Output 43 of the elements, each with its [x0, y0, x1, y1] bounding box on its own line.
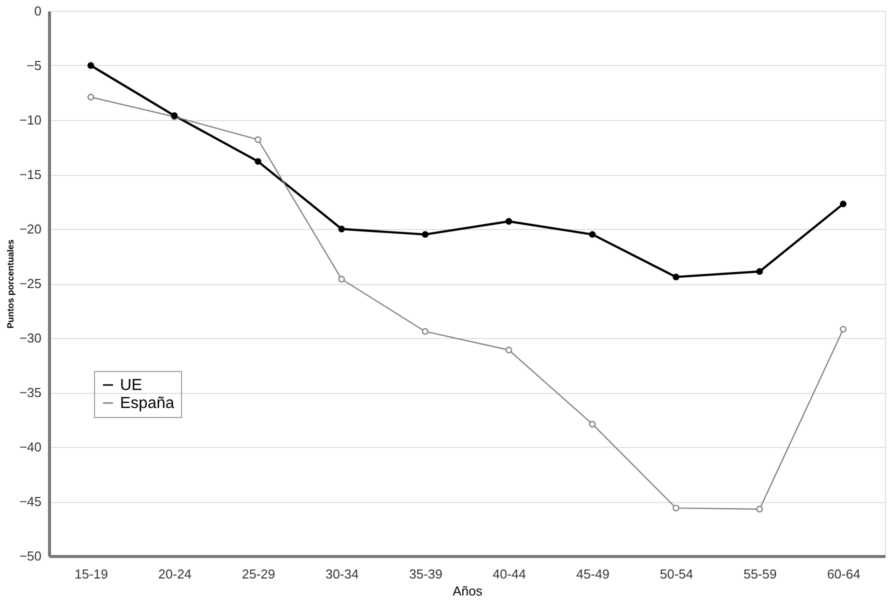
point	[254, 158, 262, 165]
x-axis-title: Años	[452, 584, 483, 598]
x-tick-label: 30-34	[325, 566, 359, 582]
point	[422, 328, 429, 335]
x-tick-label: 40-44	[492, 566, 526, 582]
y-axis-title: Puntos porcentuales	[5, 239, 16, 329]
y-tick-label: −50	[19, 548, 42, 564]
point	[422, 231, 429, 238]
x-tick-label: 50-54	[660, 566, 694, 582]
point	[756, 506, 763, 512]
point	[672, 274, 680, 280]
point	[589, 231, 596, 238]
x-tick-label: 25-29	[242, 566, 276, 582]
point	[87, 94, 94, 100]
point	[338, 276, 345, 282]
y-tick-label: −5	[26, 58, 42, 73]
x-tick-label: 60-64	[827, 566, 860, 582]
y-tick-label: −20	[19, 222, 42, 236]
point	[756, 268, 763, 275]
y-tick-label: −35	[19, 385, 42, 400]
legend-label: España	[120, 395, 174, 412]
point	[672, 504, 680, 512]
point	[840, 326, 847, 333]
y-tick-label: −30	[19, 330, 42, 346]
x-tick-label: 35-39	[409, 566, 442, 582]
x-tick-label: 55-59	[743, 566, 777, 582]
y-tick-label: −45	[19, 494, 42, 509]
y-tick-label: −25	[19, 276, 42, 291]
point	[505, 218, 512, 225]
x-tick-label: 15-19	[74, 566, 108, 582]
point	[338, 226, 345, 232]
point	[589, 420, 596, 428]
legend-label: UE	[120, 377, 142, 394]
y-tick-label: 0	[34, 4, 42, 18]
x-tick-label: 45-49	[576, 566, 610, 582]
point	[505, 346, 512, 354]
point	[87, 62, 94, 69]
point	[840, 200, 847, 208]
y-tick-label: −15	[19, 167, 42, 182]
point	[254, 136, 262, 143]
x-tick-label: 20-24	[158, 566, 192, 582]
y-tick-label: −40	[19, 440, 42, 454]
y-tick-label: −10	[19, 112, 42, 128]
